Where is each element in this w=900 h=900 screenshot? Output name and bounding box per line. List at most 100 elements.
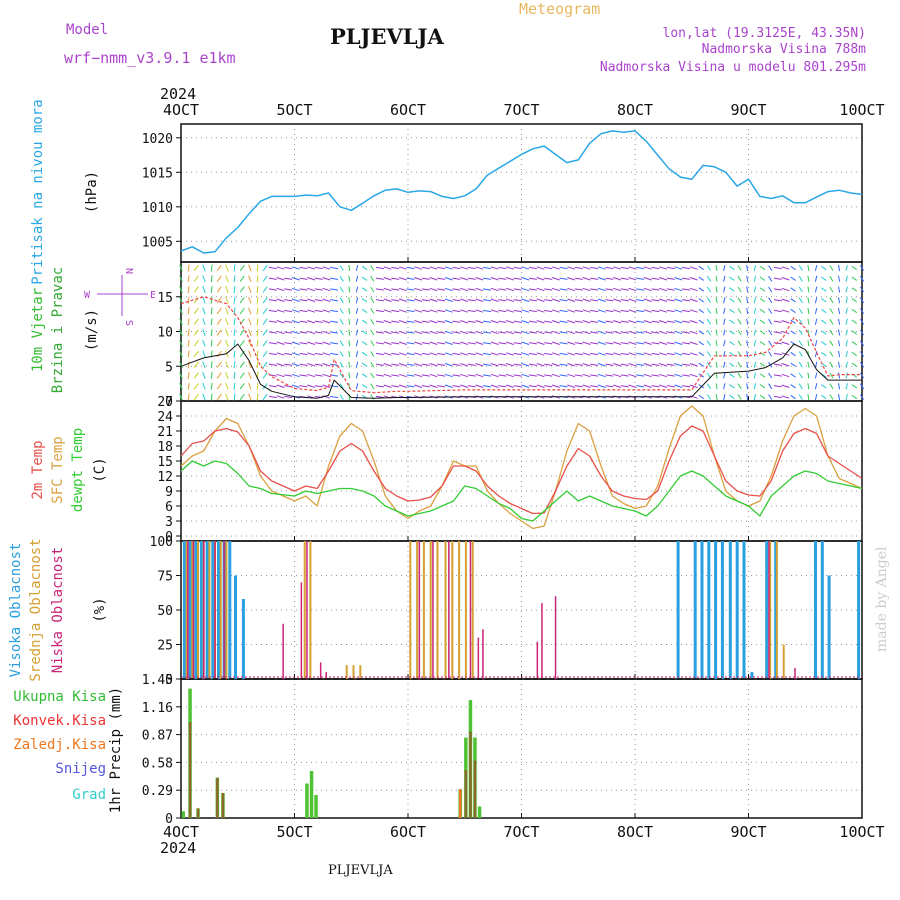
wind-arrow	[187, 339, 190, 347]
wind-arrow	[506, 320, 514, 324]
wind-title-2: Brzina i Pravac	[50, 267, 66, 393]
footer-station: PLJEVLJA	[328, 863, 393, 878]
wind-arrow	[187, 350, 190, 358]
wind-arrow	[715, 361, 718, 368]
wind-arrow	[225, 275, 229, 283]
wind-arrow	[605, 277, 614, 280]
wind-arrow	[781, 309, 790, 313]
wind-arrow	[706, 351, 712, 357]
wind-arrow	[475, 341, 484, 345]
wind-arrow	[421, 320, 430, 323]
wind-arrow	[781, 287, 790, 292]
bar	[181, 811, 185, 818]
wind-arrow	[361, 330, 368, 335]
wind-arrow	[859, 318, 865, 325]
wind-arrow	[551, 363, 560, 367]
day-label-top: 6OCT	[390, 101, 426, 119]
wind-arrow	[370, 372, 375, 379]
wind-arrow	[620, 320, 629, 323]
wind-arrow	[314, 363, 323, 366]
bar	[459, 789, 462, 818]
wind-arrow	[659, 384, 668, 388]
wind-arrow	[636, 309, 645, 313]
bar	[473, 760, 477, 818]
wind-arrow	[330, 342, 339, 345]
wind-arrow	[838, 318, 841, 325]
wind-arrow	[659, 352, 668, 356]
model-name: wrf−nmm_v3.9.1 e1km	[64, 49, 236, 67]
bar	[192, 541, 195, 679]
wind-arrow	[348, 361, 351, 368]
wind-arrow	[291, 384, 300, 388]
wind-arrow	[475, 363, 484, 367]
ytick-label: 27	[157, 395, 173, 410]
wind-arrow	[421, 309, 430, 313]
wind-arrow	[299, 299, 308, 302]
wind-arrow	[299, 266, 308, 270]
wind-arrow	[821, 341, 827, 346]
wind-arrow	[284, 288, 293, 291]
wind-arrow	[406, 320, 415, 323]
pressure-unit: (hPa)	[84, 171, 100, 213]
wind-arrow	[582, 341, 591, 345]
wind-arrow	[216, 275, 222, 282]
wind-arrow	[689, 341, 698, 345]
wind-arrow	[406, 277, 415, 280]
wind-arrow	[746, 275, 749, 282]
wind-arrow	[659, 373, 668, 378]
wind-arrow	[759, 308, 766, 314]
wind-arrow	[452, 363, 461, 366]
wind-arrow	[597, 298, 606, 302]
wind-arrow	[790, 308, 796, 314]
wind-arrow	[620, 266, 629, 270]
wind-arrow	[829, 394, 834, 400]
wind-arrow	[210, 318, 213, 326]
bar	[769, 541, 772, 679]
wind-arrow	[490, 266, 499, 270]
wind-arrow	[475, 384, 484, 388]
wind-arrow	[322, 384, 331, 388]
wind-arrow	[187, 361, 190, 369]
ytick-label: 21	[157, 425, 173, 440]
wind-arrow	[498, 299, 507, 302]
bar	[768, 541, 770, 679]
wind-arrow	[628, 384, 637, 388]
wind-arrow	[256, 350, 259, 358]
wind-arrow	[698, 308, 705, 314]
bar	[196, 808, 200, 818]
wind-arrow	[790, 373, 796, 378]
wind-arrow	[659, 320, 668, 324]
wind-arrow	[574, 385, 583, 388]
wind-arrow	[506, 341, 514, 345]
day-label-top: 7OCT	[503, 101, 539, 119]
wind-arrow	[202, 286, 206, 293]
wind-arrow	[437, 385, 446, 388]
wind-arrow	[460, 352, 469, 356]
wind-arrow	[753, 340, 757, 347]
wind-arrow	[521, 373, 530, 378]
wind-arrow	[773, 320, 782, 323]
wind-arrow	[284, 266, 293, 270]
wind-arrow	[429, 330, 438, 335]
wind-arrow	[859, 297, 865, 304]
wind-arrow	[582, 266, 591, 270]
wind-arrow	[506, 352, 514, 356]
precipitation-panel: 0 0.29 0.58 0.87 1.16 1.45	[142, 673, 863, 827]
wind-arrow	[276, 373, 285, 378]
wind-arrow	[348, 275, 351, 282]
wind-arrow	[536, 330, 545, 335]
wind-arrow	[746, 297, 749, 304]
wind-arrow	[391, 331, 400, 334]
wind-arrow	[437, 309, 446, 313]
wind-arrow	[597, 309, 606, 313]
wind-arrow	[605, 309, 614, 313]
wind-arrow	[355, 264, 359, 272]
wind-arrow	[406, 288, 415, 291]
wind-arrow	[490, 287, 499, 292]
wind-arrow	[276, 363, 285, 367]
wind-arrow	[284, 299, 293, 302]
wind-arrow	[582, 320, 591, 324]
wind-arrow	[620, 299, 629, 302]
wind-arrow	[513, 363, 522, 366]
